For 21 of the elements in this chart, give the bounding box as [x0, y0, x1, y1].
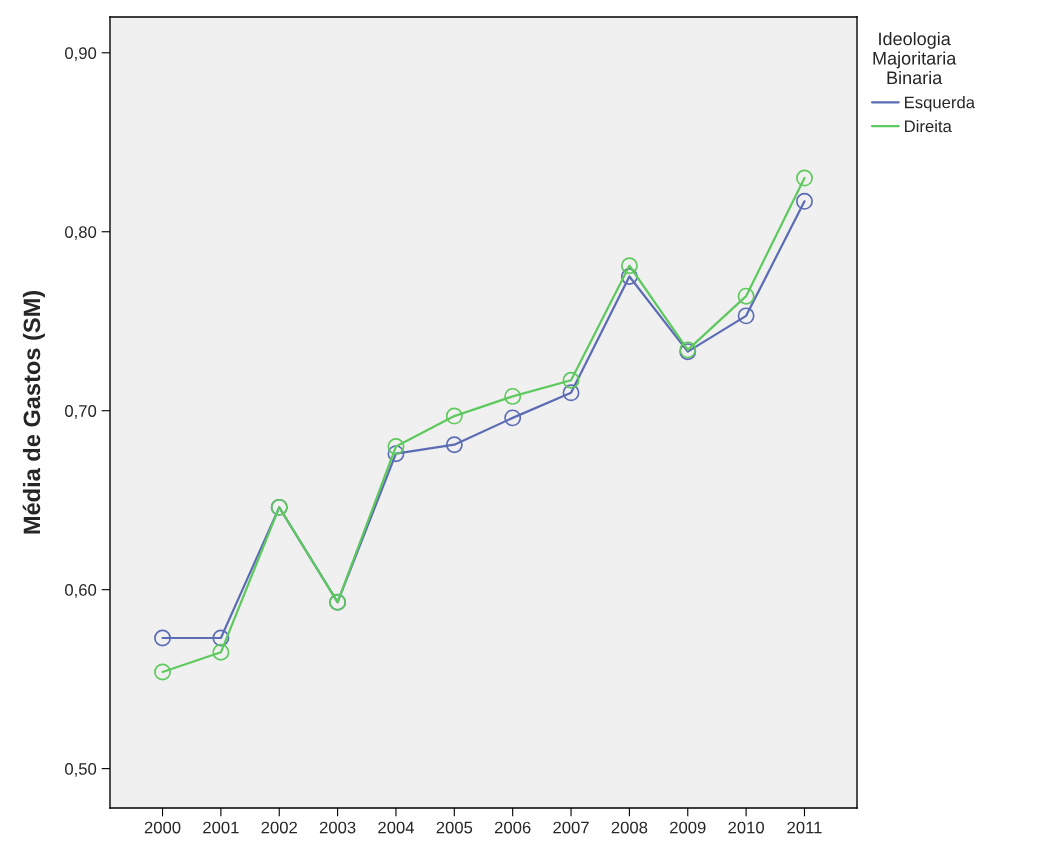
- x-tick-label: 2011: [787, 821, 822, 834]
- legend-label: Esquerda: [905, 96, 976, 112]
- y-axis-title: Média de Gastos (SM): [22, 291, 45, 534]
- y-tick-label: 0,80: [65, 226, 97, 240]
- x-tick-label: 2003: [319, 821, 356, 834]
- x-tick-label: 2006: [494, 821, 531, 834]
- x-tick-label: 2007: [553, 821, 589, 834]
- x-tick-label: 2005: [436, 821, 473, 834]
- y-tick-label: 0,60: [65, 584, 97, 598]
- x-tick-label: 2008: [611, 821, 648, 834]
- x-tick-label: 2010: [728, 821, 765, 834]
- x-tick-label: 2001: [203, 821, 239, 834]
- legend-title: Ideologia Majoritaria Binaria: [873, 32, 957, 85]
- y-tick-label: 0,50: [65, 763, 97, 777]
- legend-label: Direita: [905, 119, 952, 133]
- y-tick-label: 0,90: [65, 47, 97, 61]
- y-tick-label: 0,70: [65, 405, 97, 419]
- x-tick-label: 2009: [670, 821, 706, 834]
- x-tick-label: 2002: [261, 821, 297, 834]
- x-tick-label: 2004: [378, 821, 415, 834]
- x-tick-label: 2000: [144, 821, 181, 834]
